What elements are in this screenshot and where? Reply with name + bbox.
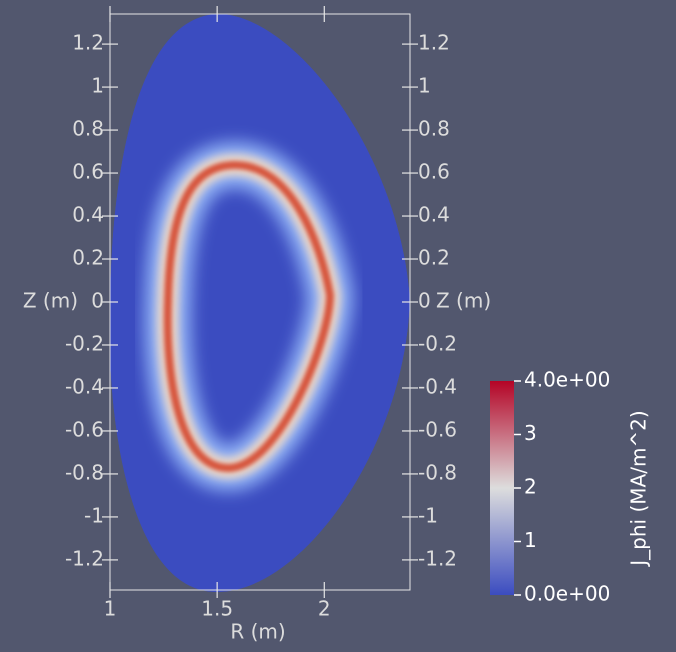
- colorbar-tick-label: 2: [524, 475, 537, 499]
- y-tick-label: -0.2: [65, 331, 104, 355]
- y-tick-label: -1.2: [65, 546, 104, 570]
- colorbar-tick-label: 4.0e+00: [524, 368, 610, 392]
- y-tick-label: 1: [418, 74, 431, 98]
- y-tick-label: -0.4: [65, 374, 104, 398]
- x-tick-label: 1: [104, 597, 117, 621]
- y-tick-label: 0.8: [72, 117, 104, 141]
- y-axis-label: Z (m): [436, 289, 491, 313]
- y-tick-label: -1: [84, 503, 104, 527]
- colorbar-tick-label: 0.0e+00: [524, 582, 610, 606]
- plasma-field: [109, 13, 410, 593]
- y-tick-label: -0.8: [418, 460, 457, 484]
- y-tick-label: 0.4: [418, 203, 450, 227]
- y-tick-label: 0.2: [72, 246, 104, 270]
- y-tick-label: -0.6: [65, 417, 104, 441]
- colorbar-scale: [490, 381, 514, 595]
- x-tick-label: 1.5: [201, 597, 233, 621]
- colorbar-tick-label: 3: [524, 421, 537, 445]
- y-tick-label: -1: [418, 503, 438, 527]
- y-tick-label: 0: [418, 289, 431, 313]
- y-tick-label: -0.2: [418, 331, 457, 355]
- colorbar-tick-label: 1: [524, 528, 537, 552]
- y-tick-label: 0.2: [418, 246, 450, 270]
- y-tick-label: -1.2: [418, 546, 457, 570]
- colorbar: J_phi (MA/m^2) 0.0e+00 1 2 3 4.0e+00: [490, 368, 651, 606]
- y-tick-label: 0.8: [418, 117, 450, 141]
- colorbar-title: J_phi (MA/m^2): [627, 410, 651, 567]
- y-tick-label: 1: [91, 74, 104, 98]
- y-tick-label: 0.6: [72, 160, 104, 184]
- x-tick-label: 2: [318, 597, 331, 621]
- y-tick-label: 0.4: [72, 203, 104, 227]
- y-tick-label: -0.6: [418, 417, 457, 441]
- y-tick-label: -0.4: [418, 374, 457, 398]
- current-ring: [163, 160, 335, 473]
- y-tick-label: 0.6: [418, 160, 450, 184]
- x-axis-label: R (m): [230, 620, 285, 644]
- y-tick-label: 1.2: [72, 31, 104, 55]
- y-tick-label: 0: [91, 289, 104, 313]
- y-tick-label: 1.2: [418, 31, 450, 55]
- y-tick-label: -0.8: [65, 460, 104, 484]
- y-axis-label: Z (m): [23, 289, 78, 313]
